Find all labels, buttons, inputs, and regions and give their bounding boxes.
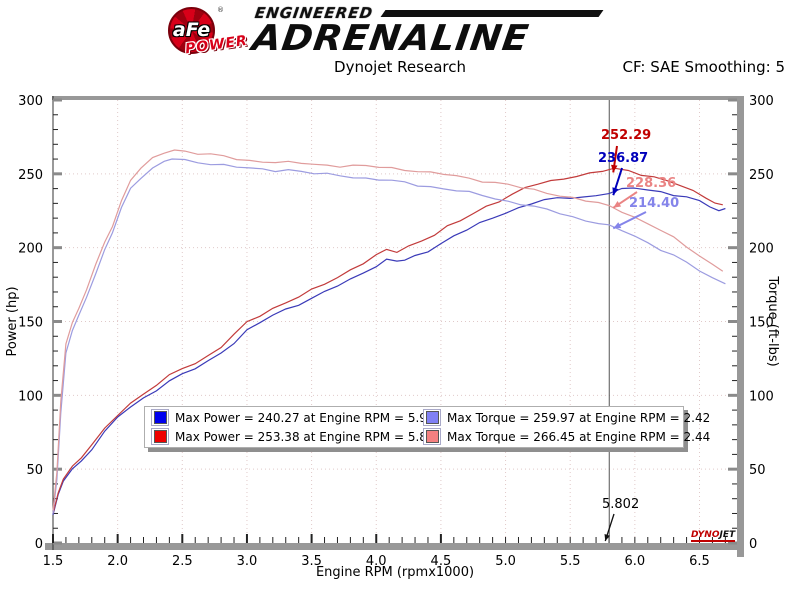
svg-text:2.5: 2.5 xyxy=(172,554,193,569)
callout-arrow xyxy=(612,167,623,196)
y-axis-title-left: Power (hp) xyxy=(5,286,20,356)
legend-entry: Max Power = 240.27 at Engine RPM = 5.99 xyxy=(151,408,435,427)
svg-text:300: 300 xyxy=(18,94,43,109)
callout-arrow xyxy=(612,191,638,209)
legend-swatch-icon xyxy=(151,428,169,445)
callout-arrow xyxy=(612,211,647,230)
legend-entry-text: Max Power = 253.38 at Engine RPM = 5.84 xyxy=(175,429,435,444)
svg-text:3.5: 3.5 xyxy=(301,554,322,569)
svg-text:100: 100 xyxy=(749,389,774,404)
legend-power-column: Max Power = 240.27 at Engine RPM = 5.99 M… xyxy=(151,408,435,446)
registered-mark: ® xyxy=(217,6,224,14)
callout-value: 236.87 xyxy=(598,151,649,166)
svg-text:4.5: 4.5 xyxy=(431,554,452,569)
svg-text:50: 50 xyxy=(26,463,43,478)
svg-text:100: 100 xyxy=(18,389,43,404)
cursor-rpm-label: 5.802 xyxy=(602,497,640,512)
afe-logo: aFe ® POWER ENGINEERED ADRENALINE xyxy=(163,4,613,60)
callout-value: 214.40 xyxy=(629,196,680,211)
callout-value: 252.29 xyxy=(601,128,652,143)
x-axis-title: Engine RPM (rpmx1000) xyxy=(316,565,474,580)
svg-text:6.0: 6.0 xyxy=(625,554,646,569)
svg-text:0: 0 xyxy=(749,537,757,552)
svg-text:300: 300 xyxy=(749,94,774,109)
legend-entry-text: Max Torque = 259.97 at Engine RPM = 2.42 xyxy=(447,410,711,425)
callout-value: 228.36 xyxy=(626,176,677,191)
legend-entry: Max Torque = 266.45 at Engine RPM = 2.44 xyxy=(423,427,710,446)
legend-torque-column: Max Torque = 259.97 at Engine RPM = 2.42… xyxy=(423,408,710,446)
svg-text:1.5: 1.5 xyxy=(43,554,64,569)
svg-text:150: 150 xyxy=(749,316,774,331)
watermark-jet: JET xyxy=(719,530,736,540)
svg-text:6.5: 6.5 xyxy=(689,554,710,569)
svg-text:250: 250 xyxy=(749,168,774,183)
callout-arrow xyxy=(611,145,618,173)
svg-text:200: 200 xyxy=(18,242,43,257)
legend-swatch-icon xyxy=(423,428,441,445)
chart-title: Dynojet Research xyxy=(334,58,466,76)
legend: Max Power = 240.27 at Engine RPM = 5.99 M… xyxy=(144,406,710,448)
legend-entry-text: Max Power = 240.27 at Engine RPM = 5.99 xyxy=(175,410,435,425)
legend-swatch-icon xyxy=(151,409,169,426)
afe-logo-text: aFe xyxy=(172,19,211,41)
power-run-1-curve xyxy=(52,187,726,516)
svg-text:50: 50 xyxy=(749,463,766,478)
svg-text:150: 150 xyxy=(18,316,43,331)
correction-note: CF: SAE Smoothing: 5 xyxy=(622,58,785,76)
axis-titles: Power (hp) Torque (ft-lbs) Engine RPM (rpm… xyxy=(5,275,780,580)
svg-text:3.0: 3.0 xyxy=(237,554,258,569)
legend-entry-text: Max Torque = 266.45 at Engine RPM = 2.44 xyxy=(447,429,711,444)
torque-run-1-curve xyxy=(52,158,726,514)
svg-text:2.0: 2.0 xyxy=(107,554,128,569)
power-run-2-curve xyxy=(52,167,723,514)
svg-text:5.5: 5.5 xyxy=(560,554,581,569)
svg-text:4.0: 4.0 xyxy=(366,554,387,569)
svg-text:200: 200 xyxy=(749,242,774,257)
legend-entry: Max Power = 253.38 at Engine RPM = 5.84 xyxy=(151,427,435,446)
callout-arrow xyxy=(604,513,615,542)
axis-ticks xyxy=(52,98,737,545)
y-axis-title-right: Torque (ft-lbs) xyxy=(765,275,780,366)
watermark-dyno: DYNO xyxy=(691,530,720,540)
legend-swatch-icon xyxy=(423,409,441,426)
torque-run-2-curve xyxy=(52,149,724,511)
dynojet-watermark: DYNOJET xyxy=(691,530,736,542)
tick-labels: 0 0 50 50 100 100 150 150 200 200 250 250 300 300 1.5 2… xyxy=(18,94,774,569)
afe-logo-circle-icon: aFe xyxy=(168,7,215,54)
legend-entry: Max Torque = 259.97 at Engine RPM = 2.42 xyxy=(423,408,710,427)
svg-text:5.0: 5.0 xyxy=(495,554,516,569)
svg-text:250: 250 xyxy=(18,168,43,183)
svg-text:0: 0 xyxy=(35,537,43,552)
